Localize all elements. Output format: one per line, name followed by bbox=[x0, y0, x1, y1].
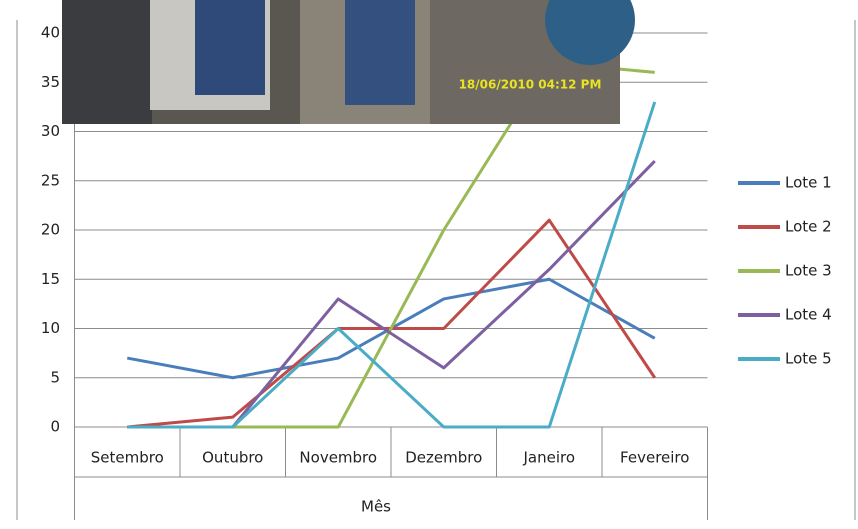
legend-label: Lote 3 bbox=[785, 262, 832, 280]
x-tick-label: Novembro bbox=[299, 449, 377, 467]
chart: Mês 0 5 10 15 20 25 30 35 40 Setembro Outubro Novem… bbox=[0, 0, 858, 529]
x-tick-label: Fevereiro bbox=[620, 449, 689, 467]
y-tick-label: 0 bbox=[50, 418, 60, 436]
legend-label: Lote 2 bbox=[785, 218, 832, 236]
y-tick-label: 20 bbox=[41, 221, 60, 239]
x-tick-label: Janeiro bbox=[522, 449, 575, 467]
y-tick-label: 5 bbox=[50, 368, 60, 386]
x-tick-label: Dezembro bbox=[405, 449, 482, 467]
photo: 18/06/2010 04:12 PM bbox=[62, 0, 635, 124]
y-tick-label: 25 bbox=[41, 171, 60, 189]
legend-label: Lote 1 bbox=[785, 174, 832, 192]
photo-timestamp: 18/06/2010 04:12 PM bbox=[459, 78, 602, 92]
x-tick-label: Outubro bbox=[202, 449, 263, 467]
x-tick-label: Setembro bbox=[91, 449, 164, 467]
y-tick-label: 30 bbox=[41, 122, 60, 140]
y-tick-label: 40 bbox=[41, 24, 60, 42]
x-axis-title: Mês bbox=[361, 498, 391, 516]
photo-shape bbox=[62, 0, 152, 124]
legend-label: Lote 5 bbox=[785, 350, 832, 368]
y-tick-label: 15 bbox=[41, 270, 60, 288]
photo-shape bbox=[345, 0, 415, 105]
y-tick-label: 10 bbox=[41, 319, 60, 337]
legend-label: Lote 4 bbox=[785, 306, 832, 324]
photo-shape bbox=[195, 0, 265, 95]
y-tick-label: 35 bbox=[41, 73, 60, 91]
